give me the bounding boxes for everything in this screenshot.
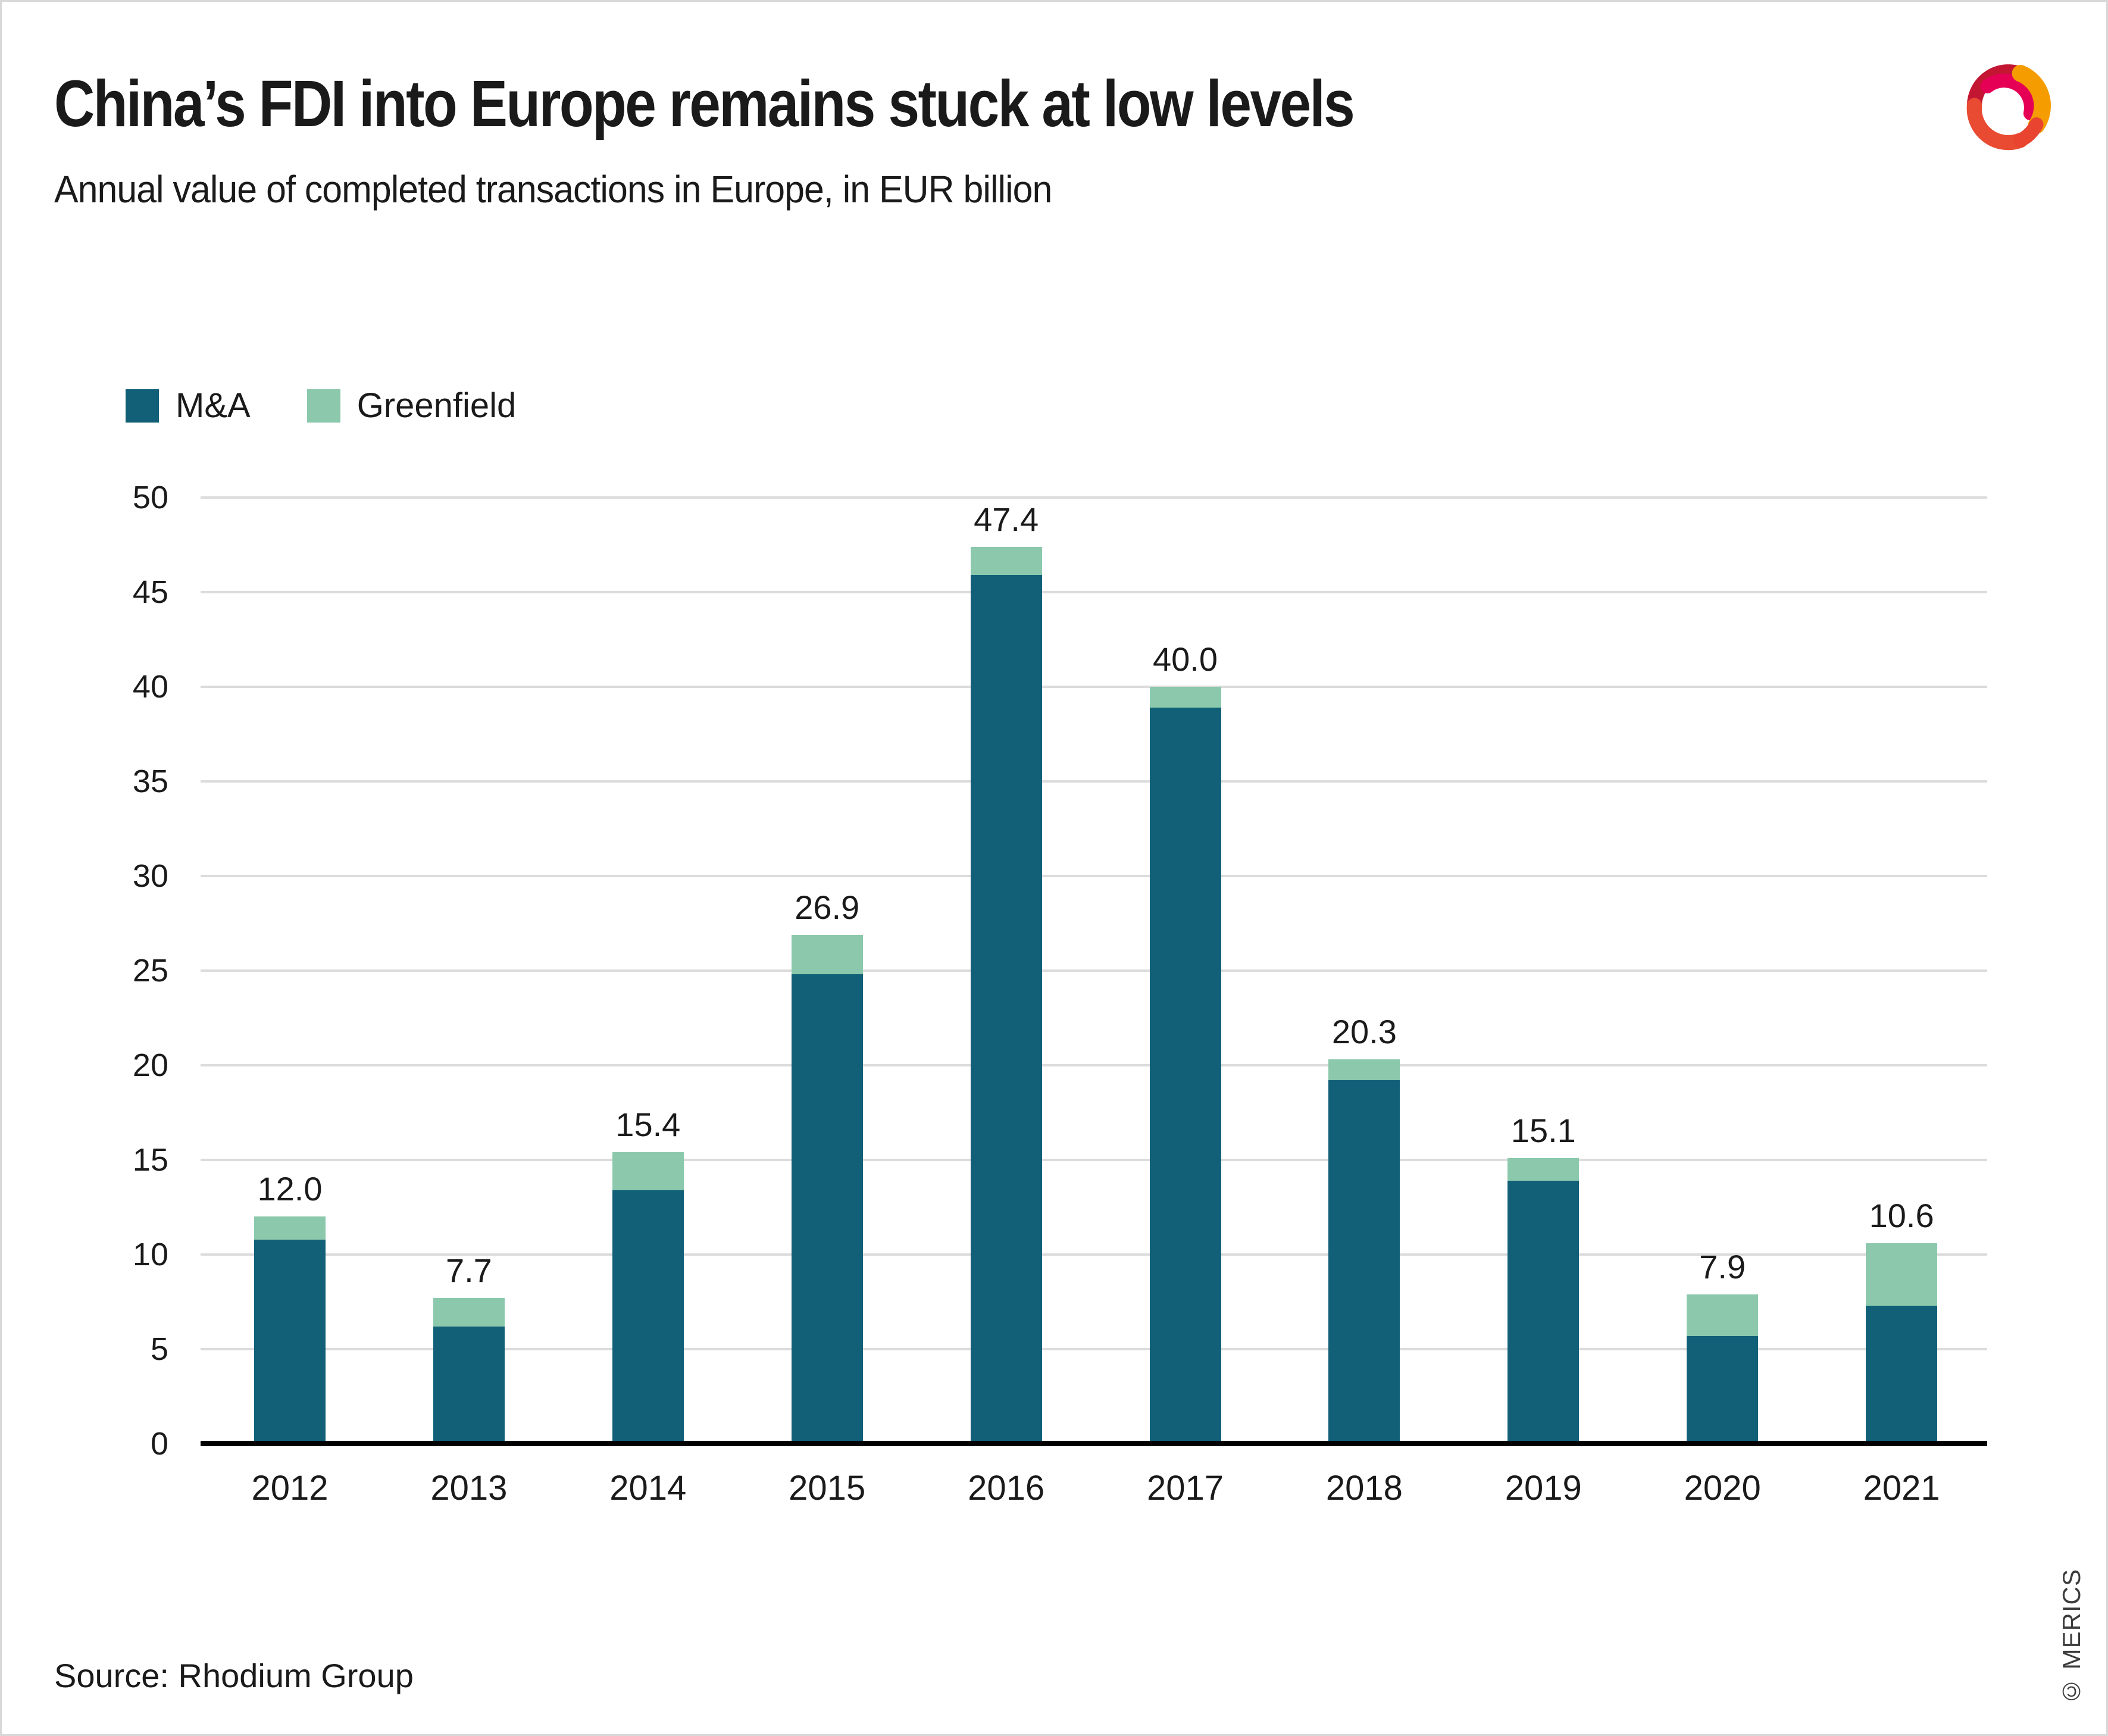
y-tick-label-35: 35 bbox=[132, 764, 168, 799]
gridline-25 bbox=[201, 969, 1987, 972]
y-tick-label-25: 25 bbox=[132, 953, 168, 989]
copyright-note: © MERICS bbox=[2057, 1568, 2085, 1706]
x-tick-label-2014: 2014 bbox=[609, 1469, 687, 1507]
y-tick-label-30: 30 bbox=[132, 858, 168, 894]
bar-total-label-2012: 12.0 bbox=[257, 1170, 323, 1208]
bar-2018-greenfield bbox=[1328, 1059, 1400, 1081]
legend-label-greenfield: Greenfield bbox=[356, 386, 517, 425]
gridline-40 bbox=[201, 686, 1987, 688]
y-tick-label-5: 5 bbox=[150, 1331, 168, 1367]
bar-2014-ma bbox=[612, 1190, 684, 1444]
page-subtitle: Annual value of completed transactions i… bbox=[54, 168, 1052, 211]
bar-total-label-2019: 15.1 bbox=[1510, 1111, 1576, 1149]
bar-2019-ma bbox=[1507, 1180, 1580, 1444]
gridline-45 bbox=[201, 591, 1987, 593]
legend: M&A Greenfield bbox=[126, 386, 516, 426]
gridline-20 bbox=[201, 1064, 1987, 1066]
bar-2015-greenfield bbox=[791, 934, 863, 975]
bar-2014-greenfield bbox=[612, 1152, 684, 1190]
legend-item-greenfield: Greenfield bbox=[306, 386, 517, 426]
bar-2016-ma bbox=[970, 575, 1042, 1444]
bar-total-label-2013: 7.7 bbox=[445, 1252, 492, 1290]
bar-total-label-2015: 26.9 bbox=[795, 888, 860, 926]
bar-2016-greenfield bbox=[970, 546, 1042, 575]
gridline-30 bbox=[201, 875, 1987, 877]
bar-2013-ma bbox=[433, 1326, 505, 1444]
y-tick-label-20: 20 bbox=[132, 1047, 168, 1083]
gridline-35 bbox=[201, 780, 1987, 783]
bar-2018-ma bbox=[1328, 1080, 1400, 1444]
bar-total-label-2014: 15.4 bbox=[615, 1106, 681, 1144]
x-tick-label-2016: 2016 bbox=[968, 1469, 1045, 1507]
y-tick-label-45: 45 bbox=[132, 574, 168, 610]
bar-2012-greenfield bbox=[254, 1216, 326, 1240]
legend-swatch-ma bbox=[126, 389, 159, 423]
legend-item-ma: M&A bbox=[126, 386, 251, 426]
merics-logo bbox=[1966, 64, 2051, 151]
y-tick-label-10: 10 bbox=[132, 1237, 168, 1272]
legend-label-ma: M&A bbox=[176, 386, 251, 425]
bar-2021-greenfield bbox=[1866, 1243, 1938, 1306]
bar-2021-ma bbox=[1866, 1305, 1938, 1444]
gridline-15 bbox=[201, 1159, 1987, 1161]
gridline-5 bbox=[201, 1348, 1987, 1350]
bar-2020-greenfield bbox=[1687, 1294, 1759, 1336]
y-tick-label-40: 40 bbox=[132, 669, 168, 705]
bar-total-label-2016: 47.4 bbox=[974, 500, 1039, 538]
source-note: Source: Rhodium Group bbox=[54, 1657, 414, 1694]
y-tick-label-50: 50 bbox=[132, 480, 168, 515]
bar-total-label-2017: 40.0 bbox=[1153, 640, 1218, 678]
x-axis-line bbox=[201, 1441, 1987, 1446]
page-title: China’s FDI into Europe remains stuck at… bbox=[54, 67, 1355, 140]
gridline-50 bbox=[201, 496, 1987, 499]
legend-swatch-greenfield bbox=[306, 389, 340, 423]
bar-2015-ma bbox=[791, 974, 863, 1444]
x-tick-label-2019: 2019 bbox=[1505, 1469, 1582, 1507]
bar-2019-greenfield bbox=[1507, 1158, 1580, 1181]
x-tick-label-2017: 2017 bbox=[1146, 1469, 1224, 1507]
bar-2012-ma bbox=[254, 1239, 326, 1444]
bar-2017-ma bbox=[1149, 707, 1221, 1444]
x-tick-label-2020: 2020 bbox=[1684, 1469, 1761, 1507]
x-tick-label-2018: 2018 bbox=[1325, 1469, 1403, 1507]
y-tick-label-15: 15 bbox=[132, 1142, 168, 1178]
x-tick-label-2013: 2013 bbox=[430, 1469, 508, 1507]
bar-2013-greenfield bbox=[433, 1298, 505, 1327]
gridline-10 bbox=[201, 1253, 1987, 1256]
bar-2017-greenfield bbox=[1149, 687, 1221, 708]
bar-total-label-2018: 20.3 bbox=[1331, 1013, 1397, 1051]
y-tick-label-0: 0 bbox=[150, 1426, 168, 1462]
bar-2020-ma bbox=[1687, 1335, 1759, 1444]
bar-total-label-2021: 10.6 bbox=[1869, 1196, 1934, 1234]
bar-total-label-2020: 7.9 bbox=[1699, 1247, 1746, 1285]
x-tick-label-2015: 2015 bbox=[789, 1469, 866, 1507]
x-tick-label-2021: 2021 bbox=[1863, 1469, 1940, 1507]
x-tick-label-2012: 2012 bbox=[251, 1469, 329, 1507]
